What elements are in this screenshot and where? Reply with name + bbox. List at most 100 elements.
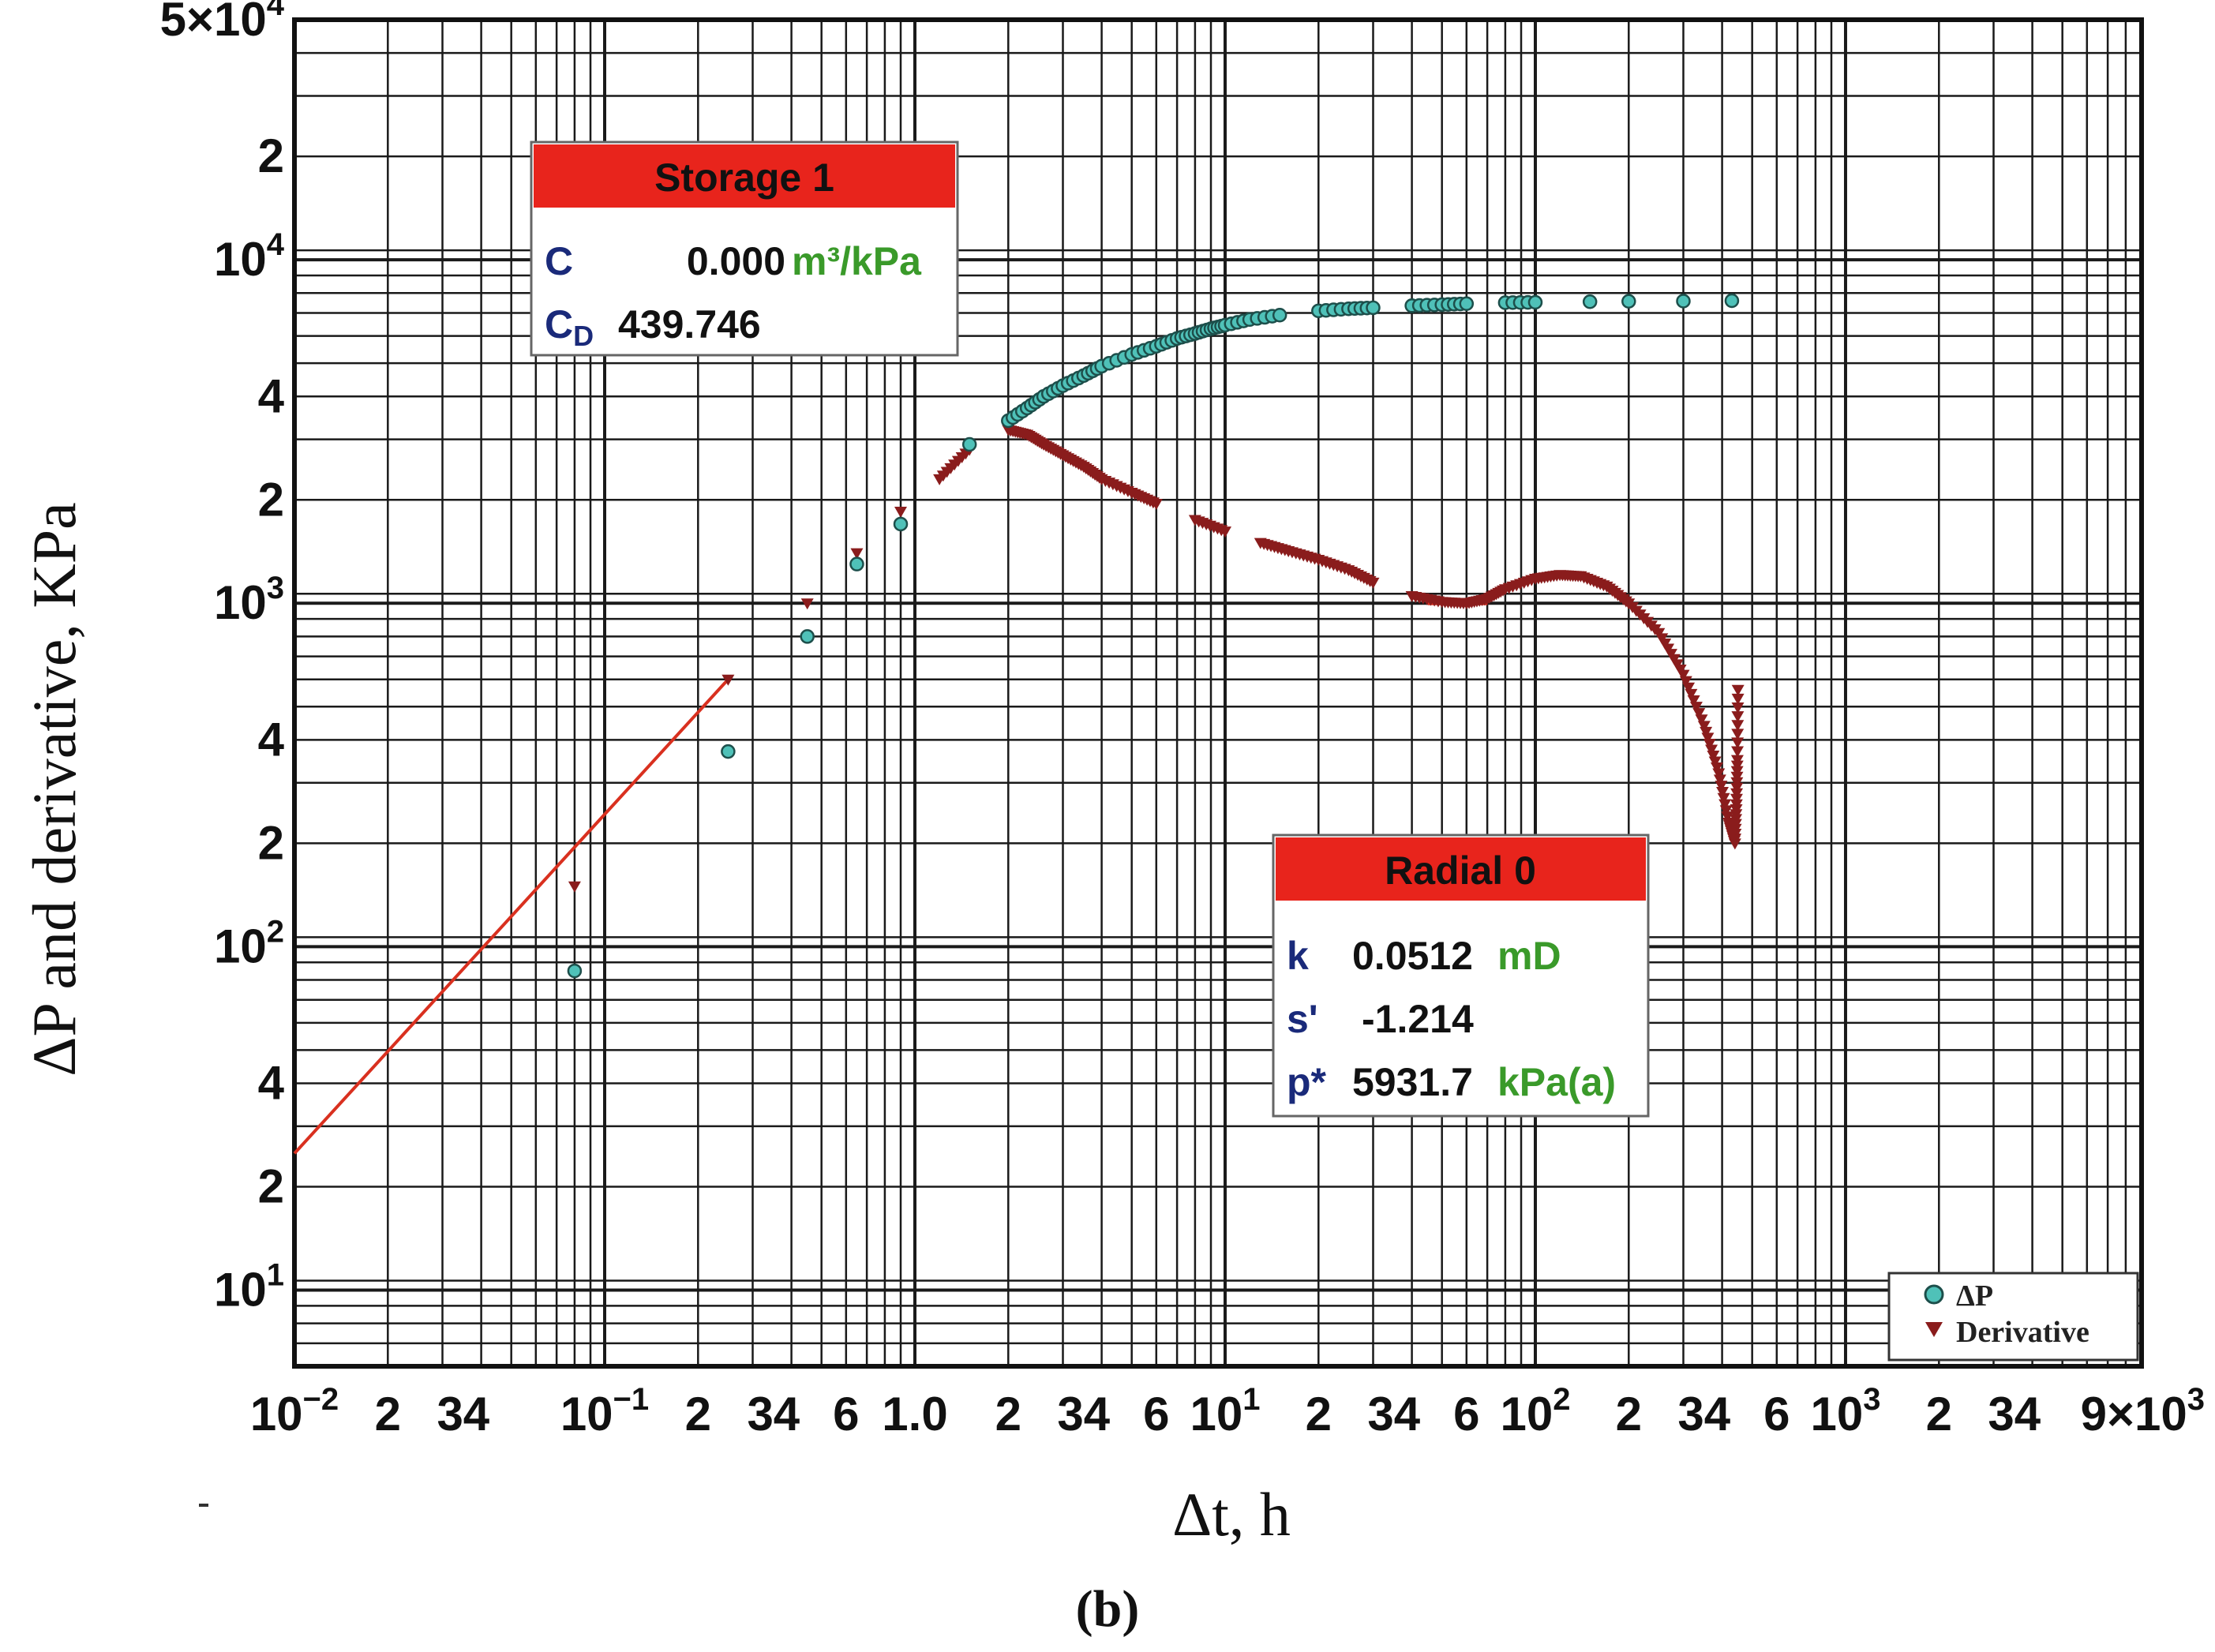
derivative-point — [721, 674, 735, 686]
storage-annotation: Storage 1 C 0.000 m³/kPa CD 439.746 — [530, 140, 959, 357]
x-tick-label: 10−2 — [250, 1382, 339, 1440]
x-tick-label: 2 — [1616, 1388, 1642, 1440]
derivative-point — [1731, 702, 1745, 714]
derivative-point — [1695, 714, 1708, 726]
x-tick-label: 2 — [685, 1388, 711, 1440]
derivative-point — [1679, 676, 1692, 687]
dp-point — [961, 436, 977, 452]
dp-point — [1527, 294, 1543, 310]
dp-point — [1621, 294, 1636, 309]
x-tick-label: 2 — [1306, 1388, 1332, 1440]
x-tick-label: 34 — [747, 1388, 800, 1440]
derivative-point — [1730, 755, 1744, 766]
series-layer — [567, 293, 1745, 979]
dp-point — [849, 556, 864, 571]
storage-c-value: 0.000 — [687, 239, 785, 283]
derivative-point — [1730, 799, 1743, 811]
dp-point — [721, 744, 736, 759]
derivative-point — [1687, 695, 1700, 706]
radial-k-unit: mD — [1497, 934, 1561, 978]
derivative-point — [1685, 688, 1698, 700]
derivative-point — [850, 548, 864, 560]
radial-annotation: Radial 0 k 0.0512 mD s' -1.214 p* 5931.7… — [1272, 833, 1650, 1118]
x-tick-label: 2 — [375, 1388, 401, 1440]
derivative-point — [1701, 732, 1715, 744]
radial-p-value: 5931.7 — [1352, 1060, 1473, 1104]
x-tick-label: 103 — [1810, 1382, 1880, 1440]
y-tick-label: 103 — [214, 571, 284, 629]
storage-cd-value: 439.746 — [618, 302, 761, 347]
derivative-point — [1700, 726, 1713, 738]
derivative-point — [1692, 708, 1706, 720]
derivative-point — [1149, 499, 1163, 511]
x-tick-label: 34 — [1677, 1388, 1730, 1440]
x-tick-label: 34 — [1057, 1388, 1110, 1440]
radial-p-unit: kPa(a) — [1497, 1060, 1616, 1104]
derivative-point — [800, 598, 814, 610]
dp-point — [1459, 296, 1475, 312]
derivative-point — [1715, 781, 1728, 792]
y-tick-label: 4 — [258, 1057, 285, 1110]
y-tick-label: 2 — [258, 129, 284, 182]
dp-point — [1272, 307, 1287, 323]
derivative-point — [1218, 526, 1231, 538]
y-tick-label: 2 — [258, 816, 284, 869]
derivative-point — [1718, 799, 1732, 811]
derivative-point — [1731, 720, 1745, 732]
legend-derivative-label: Derivative — [1956, 1316, 2089, 1349]
radial-s-value: -1.214 — [1362, 997, 1474, 1041]
dp-point — [800, 629, 815, 644]
derivative-point — [1717, 792, 1730, 804]
legend-dp-marker — [1924, 1284, 1944, 1305]
x-tick-label: 34 — [437, 1388, 489, 1440]
dp-point — [567, 963, 583, 979]
storage-fit-line — [293, 678, 729, 1155]
y-tick-label: 4 — [258, 369, 285, 422]
storage-c-unit: m³/kPa — [792, 239, 922, 283]
plot-frame — [292, 17, 2144, 1369]
derivative-point — [1716, 786, 1730, 798]
y-tick-label: 2 — [258, 473, 284, 526]
x-tick-label: 9×103 — [2081, 1382, 2205, 1440]
derivative-point — [1719, 805, 1733, 817]
x-tick-label: 6 — [833, 1388, 859, 1440]
derivative-point — [1705, 744, 1718, 756]
derivative-point — [1730, 782, 1744, 794]
derivative-point — [1731, 729, 1745, 740]
derivative-point — [1712, 768, 1726, 780]
y-tick-label: 2 — [258, 1159, 284, 1212]
derivative-point — [1708, 756, 1722, 768]
stray-mark — [199, 1504, 208, 1507]
derivative-point — [1689, 702, 1703, 714]
derivative-point — [1731, 684, 1745, 696]
legend-dp-label: ΔP — [1956, 1279, 1993, 1313]
x-tick-label: 6 — [1763, 1388, 1790, 1440]
x-tick-label: 2 — [1926, 1388, 1952, 1440]
radial-box-header — [1276, 837, 1646, 901]
derivative-point — [1703, 738, 1716, 750]
derivative-point — [894, 506, 908, 518]
derivative-point — [568, 881, 581, 893]
x-tick-label: 101 — [1190, 1382, 1260, 1440]
derivative-point — [1697, 721, 1711, 732]
x-tick-labels: 10−2 2 34 10−1 2 34 6 1.0 2 34 6 101 2 34 6 102 2 34 6 103 2… — [250, 1382, 2205, 1440]
legend: ΔP Derivative — [1887, 1272, 2139, 1362]
x-tick-label: 2 — [995, 1388, 1021, 1440]
derivative-point — [1731, 693, 1745, 705]
radial-k-value: 0.0512 — [1352, 934, 1473, 978]
x-tick-label: 1.0 — [882, 1388, 947, 1440]
y-tick-label: 102 — [214, 914, 284, 972]
storage-c-label: C — [545, 239, 573, 283]
derivative-point — [1710, 762, 1723, 774]
y-tick-label: 5×104 — [160, 0, 285, 46]
storage-box-header — [534, 144, 955, 208]
derivative-point — [1707, 750, 1720, 762]
derivative-point — [1730, 777, 1744, 789]
derivative-point — [1731, 711, 1745, 723]
radial-s-label: s' — [1287, 997, 1318, 1041]
storage-title: Storage 1 — [654, 155, 834, 200]
radial-title: Radial 0 — [1385, 848, 1536, 893]
dp-point — [1676, 294, 1691, 309]
derivative-point — [1366, 577, 1380, 589]
x-axis-title: Δt, h — [1172, 1480, 1291, 1549]
